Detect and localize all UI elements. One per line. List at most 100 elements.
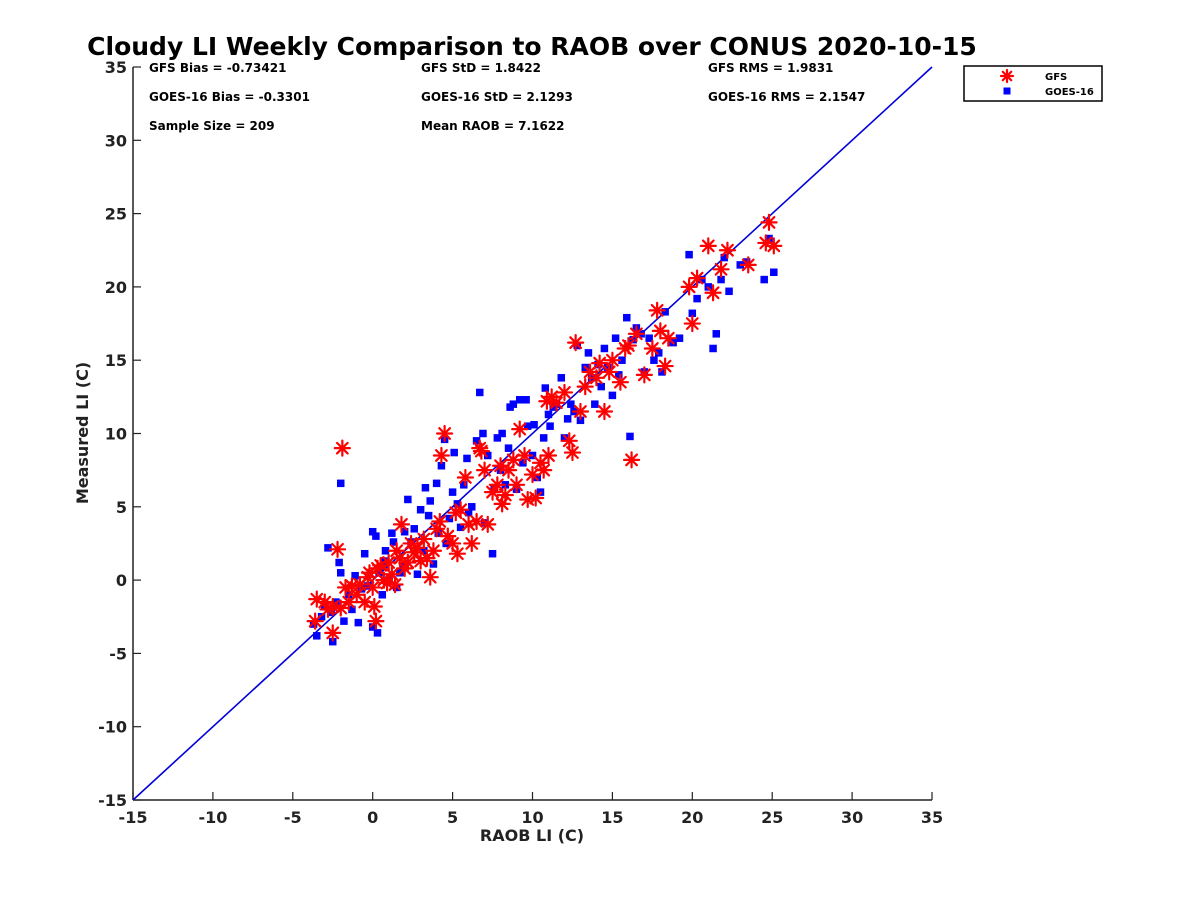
gfs-point bbox=[563, 443, 582, 462]
goes16-point bbox=[576, 416, 585, 425]
gfs-point bbox=[367, 612, 385, 630]
y-tick-label: -15 bbox=[98, 791, 127, 810]
gfs-point bbox=[472, 442, 490, 460]
goes16-point bbox=[476, 388, 484, 397]
gfs-point bbox=[392, 515, 411, 533]
goes16-point bbox=[368, 527, 377, 536]
goes16-point bbox=[448, 488, 457, 496]
goes16-point bbox=[381, 547, 390, 555]
y-tick-label: -5 bbox=[109, 644, 127, 663]
goes16-point bbox=[675, 334, 684, 342]
gfs-point bbox=[527, 489, 545, 507]
y-tick-label: 10 bbox=[105, 425, 127, 444]
goes16-point bbox=[591, 400, 599, 408]
goes16-point bbox=[688, 309, 697, 318]
goes16-point bbox=[313, 632, 321, 640]
goes16-point bbox=[410, 525, 418, 533]
gfs-point bbox=[448, 545, 466, 563]
goes16-point bbox=[533, 473, 542, 482]
goes16-point bbox=[693, 294, 701, 303]
goes16-point bbox=[504, 444, 513, 452]
stat-text: Sample Size = 209 bbox=[149, 119, 275, 133]
gfs-point bbox=[535, 461, 553, 479]
goes16-point bbox=[658, 368, 666, 376]
gfs-point bbox=[587, 369, 606, 387]
y-tick-label: 20 bbox=[105, 278, 127, 297]
gfs-point bbox=[328, 540, 347, 558]
gfs-point bbox=[576, 377, 594, 396]
x-tick-label: -10 bbox=[198, 808, 227, 827]
goes16-point bbox=[460, 481, 468, 489]
gfs-point bbox=[635, 366, 653, 384]
y-tick-label: 30 bbox=[105, 131, 127, 150]
goes16-point bbox=[650, 356, 658, 364]
goes16-point bbox=[324, 544, 332, 552]
goes16-point bbox=[530, 420, 538, 429]
x-tick-label: 25 bbox=[761, 808, 783, 827]
goes16-point bbox=[623, 313, 631, 322]
y-axis-label: Measured LI (C) bbox=[73, 362, 92, 504]
x-tick-label: 20 bbox=[681, 808, 703, 827]
gfs-point bbox=[555, 383, 574, 402]
goes16-point bbox=[600, 344, 609, 353]
gfs-point bbox=[365, 597, 383, 616]
gfs-point bbox=[431, 512, 449, 531]
goes16-point bbox=[712, 330, 721, 338]
goes16-point bbox=[654, 349, 663, 357]
legend-box bbox=[963, 65, 1103, 102]
goes16-point bbox=[626, 432, 634, 441]
gfs-point bbox=[488, 476, 506, 494]
gfs-point bbox=[324, 597, 342, 616]
gfs-point bbox=[567, 334, 585, 352]
gfs-point bbox=[739, 256, 757, 274]
goes16-point bbox=[709, 344, 717, 353]
goes16-point bbox=[437, 462, 446, 470]
goes16-point bbox=[421, 483, 430, 492]
gfs-point bbox=[712, 260, 730, 278]
goes16-point bbox=[597, 382, 605, 391]
goes16-point bbox=[413, 570, 422, 578]
legend-label: GOES-16 bbox=[1045, 87, 1094, 98]
y-tick-label: -10 bbox=[98, 718, 127, 737]
one-to-one-line bbox=[132, 66, 933, 801]
goes16-point bbox=[523, 422, 532, 430]
gfs-point bbox=[399, 553, 417, 572]
y-tick-label: 25 bbox=[105, 205, 127, 224]
goes16-point bbox=[720, 253, 729, 262]
goes16-point bbox=[770, 268, 778, 276]
gfs-point bbox=[619, 336, 637, 355]
goes16-point bbox=[522, 396, 530, 404]
goes16-point bbox=[456, 523, 465, 532]
y-tick-label: 35 bbox=[105, 58, 127, 77]
goes16-point bbox=[557, 374, 566, 382]
gfs-point bbox=[456, 468, 474, 487]
x-tick-label: 35 bbox=[921, 808, 943, 827]
gfs-point bbox=[595, 402, 614, 421]
stat-text: GFS RMS = 1.9831 bbox=[708, 61, 833, 75]
stat-text: GFS Bias = -0.73421 bbox=[149, 61, 286, 75]
goes16-point bbox=[388, 529, 396, 537]
goes16-point bbox=[317, 613, 326, 621]
x-tick-label: -15 bbox=[119, 808, 148, 827]
goes16-point bbox=[424, 511, 433, 520]
goes16-point bbox=[698, 275, 706, 284]
goes16-point bbox=[615, 371, 623, 379]
legend: GFS GOES-16 bbox=[963, 65, 1103, 102]
x-tick-label: 30 bbox=[841, 808, 863, 827]
goes16-point bbox=[603, 363, 612, 372]
goes16-point bbox=[336, 479, 345, 488]
stat-text: Mean RAOB = 7.1622 bbox=[421, 119, 565, 133]
goes16-point bbox=[464, 508, 473, 517]
goes16-point bbox=[661, 308, 669, 316]
x-tick-label: 5 bbox=[447, 808, 458, 827]
gfs-point bbox=[475, 461, 494, 479]
goes16-point bbox=[618, 356, 626, 364]
stat-text: GOES-16 RMS = 2.1547 bbox=[708, 90, 865, 104]
gfs-point bbox=[451, 501, 470, 519]
goes16-point bbox=[368, 623, 377, 631]
gfs-point bbox=[424, 542, 443, 560]
goes16-point bbox=[400, 527, 409, 536]
gfs-point bbox=[622, 451, 641, 469]
goes16-point bbox=[404, 495, 412, 504]
